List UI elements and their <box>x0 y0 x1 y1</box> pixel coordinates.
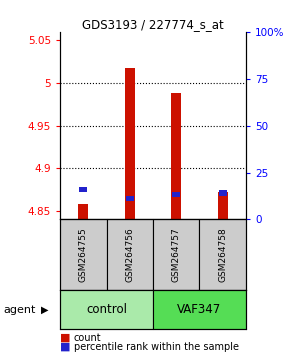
Bar <box>79 187 87 192</box>
Bar <box>124 68 135 219</box>
Bar <box>171 93 181 219</box>
Bar <box>153 219 200 290</box>
Text: control: control <box>86 303 127 316</box>
Text: agent: agent <box>3 305 35 315</box>
Text: ■: ■ <box>60 333 70 343</box>
Text: GSM264757: GSM264757 <box>172 228 181 282</box>
Bar <box>126 196 134 201</box>
Bar <box>60 290 153 329</box>
Bar <box>172 192 180 197</box>
Text: ■: ■ <box>60 342 70 352</box>
Text: GSM264758: GSM264758 <box>218 228 227 282</box>
Text: count: count <box>74 333 101 343</box>
Bar <box>219 190 227 196</box>
Bar <box>200 219 246 290</box>
Bar <box>218 192 228 219</box>
Text: VAF347: VAF347 <box>177 303 222 316</box>
Text: GSM264755: GSM264755 <box>79 228 88 282</box>
Bar <box>153 290 246 329</box>
Bar <box>78 204 88 219</box>
Text: percentile rank within the sample: percentile rank within the sample <box>74 342 238 352</box>
Text: ▶: ▶ <box>40 305 48 315</box>
Bar <box>106 219 153 290</box>
Text: GSM264756: GSM264756 <box>125 228 134 282</box>
Bar <box>60 219 106 290</box>
Title: GDS3193 / 227774_s_at: GDS3193 / 227774_s_at <box>82 18 224 31</box>
